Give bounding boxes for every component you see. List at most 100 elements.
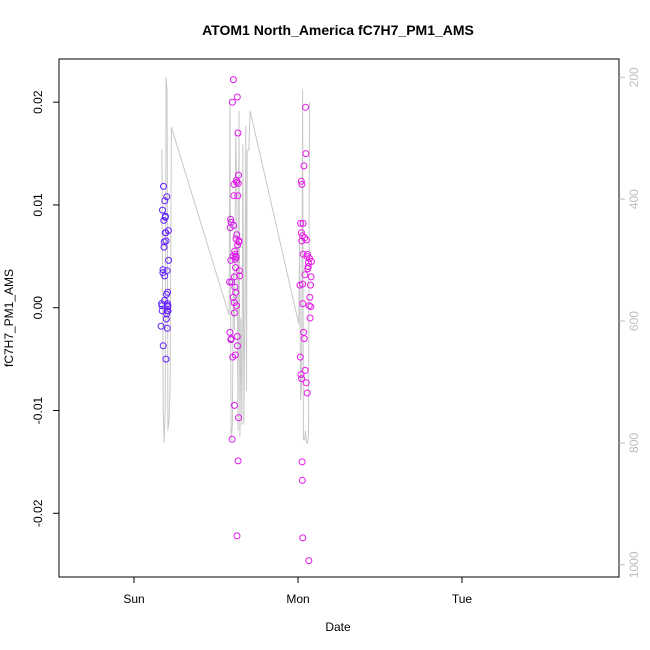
y2-tick-label-3: 800 [627, 433, 641, 453]
data-point-38 [227, 215, 235, 223]
data-point-4 [159, 206, 166, 214]
data-point-126 [307, 273, 315, 281]
y2-tick-label-4: 1000 [627, 551, 641, 578]
data-point-75 [234, 457, 242, 465]
data-point-8 [160, 182, 167, 190]
data-point-97 [298, 232, 306, 240]
data-point-71 [233, 93, 241, 101]
data-point-17 [162, 212, 169, 220]
y-axis: -0.02 -0.01 0.00 0.01 0.02 [31, 90, 59, 527]
data-point-84 [233, 302, 240, 310]
data-point-94 [298, 180, 306, 188]
y2-tick-label-2: 600 [627, 311, 641, 331]
x-axis: Sun Mon Tue [123, 577, 472, 606]
data-point-127 [307, 258, 315, 265]
y-tick-label-1: -0.01 [31, 397, 45, 425]
data-point-106 [301, 234, 309, 242]
data-point-62 [232, 288, 240, 296]
data-point-35 [226, 278, 234, 286]
data-point-112 [303, 236, 310, 244]
x-axis-label: Date [325, 620, 351, 634]
data-point-45 [228, 98, 236, 106]
data-point-21 [162, 315, 170, 323]
data-point-44 [228, 435, 236, 443]
data-point-42 [227, 335, 235, 343]
data-point-51 [230, 192, 238, 200]
data-point-36 [226, 328, 234, 336]
data-point-57 [231, 283, 239, 291]
data-point-10 [160, 243, 168, 251]
y-axis-label: fC7H7_PM1_AMS [2, 269, 16, 367]
data-point-114 [303, 389, 311, 397]
data-point-80 [235, 237, 243, 245]
y-tick-label-3: 0.01 [31, 193, 45, 217]
data-point-81 [235, 267, 243, 275]
data-point-49 [229, 76, 237, 84]
y2-tick-label-1: 400 [627, 189, 641, 209]
data-point-110 [302, 150, 310, 158]
data-point-102 [299, 250, 307, 258]
data-point-90 [297, 177, 305, 185]
data-point-87 [296, 353, 304, 361]
x-tick-label-2: Tue [452, 592, 473, 606]
data-point-70 [233, 333, 241, 340]
plot-frame [58, 58, 620, 578]
data-point-125 [307, 303, 315, 311]
data-point-14 [161, 197, 169, 205]
line-series [161, 77, 310, 444]
data-point-88 [297, 219, 305, 227]
data-point-56 [231, 247, 239, 255]
data-point-104 [300, 162, 308, 170]
data-point-89 [297, 371, 305, 378]
data-point-29 [164, 288, 172, 296]
data-point-39 [227, 256, 235, 264]
data-point-37 [226, 224, 234, 232]
data-point-78 [235, 414, 243, 422]
data-point-117 [304, 263, 312, 271]
data-point-33 [164, 227, 172, 235]
data-point-82 [236, 272, 244, 280]
data-point-100 [299, 300, 307, 308]
data-point-54 [230, 273, 238, 281]
data-point-77 [235, 171, 242, 179]
data-point-108 [301, 366, 309, 374]
data-point-26 [163, 267, 171, 275]
data-point-91 [297, 229, 305, 237]
y2-axis: 200 400 600 800 1000 [619, 67, 641, 578]
data-point-7 [159, 342, 167, 350]
data-point-101 [299, 219, 307, 227]
data-point-73 [234, 192, 242, 200]
data-point-123 [306, 314, 314, 322]
data-point-20 [162, 237, 170, 245]
points-layer [157, 76, 315, 565]
data-point-55 [231, 401, 238, 409]
data-point-67 [233, 178, 241, 186]
data-point-96 [298, 476, 306, 484]
y-tick-label-4: 0.02 [31, 90, 45, 114]
data-point-105 [300, 335, 308, 343]
data-point-118 [305, 259, 312, 266]
y-tick-label-0: -0.02 [31, 499, 45, 527]
y2-tick-label-0: 200 [627, 67, 641, 87]
data-point-98 [299, 280, 307, 288]
data-point-72 [234, 241, 242, 249]
data-point-50 [230, 222, 238, 229]
x-tick-label-1: Mon [286, 592, 309, 606]
data-point-60 [231, 351, 239, 359]
data-point-34 [165, 256, 173, 264]
data-point-6 [159, 266, 167, 274]
x-tick-label-0: Sun [123, 592, 144, 606]
data-point-32 [164, 307, 172, 315]
plot-area [157, 76, 315, 565]
data-point-65 [232, 253, 240, 261]
data-point-19 [162, 355, 170, 363]
data-point-99 [299, 534, 307, 542]
data-point-68 [233, 231, 241, 239]
y-tick-label-2: 0.00 [31, 296, 45, 320]
data-point-111 [302, 379, 310, 387]
data-point-95 [298, 458, 306, 466]
data-point-83 [230, 309, 238, 317]
data-point-109 [302, 103, 309, 111]
data-point-124 [307, 281, 314, 289]
